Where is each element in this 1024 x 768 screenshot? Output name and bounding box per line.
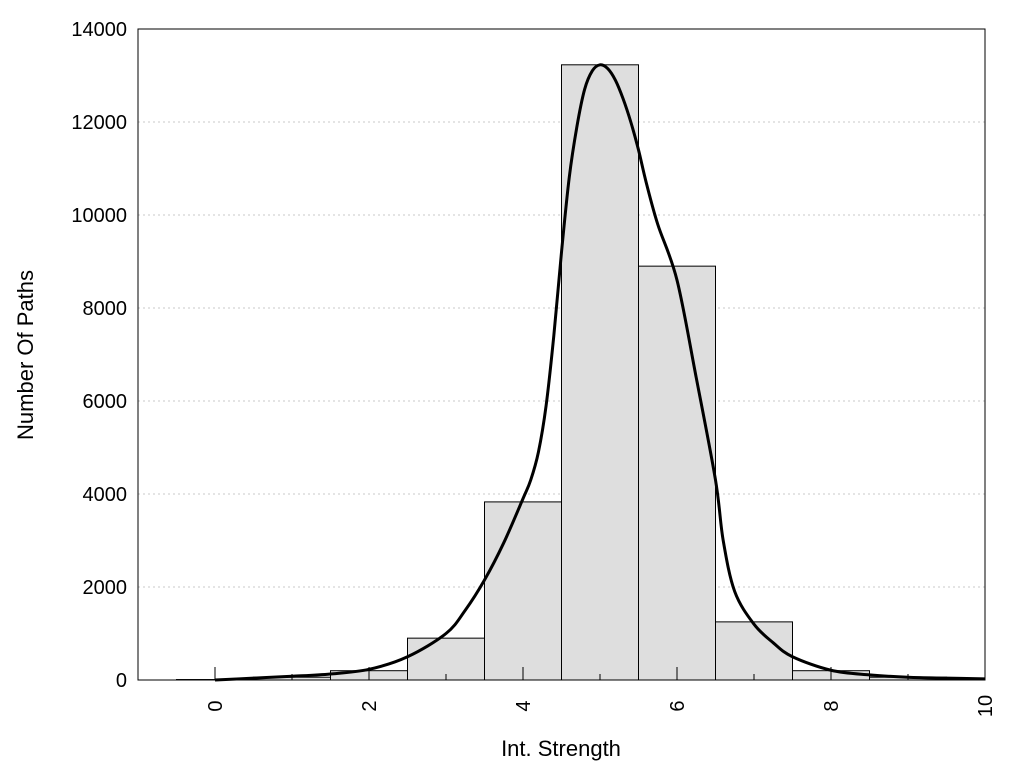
x-tick-label: 0 bbox=[205, 700, 227, 711]
y-tick-label: 12000 bbox=[71, 112, 127, 134]
y-tick-label: 0 bbox=[116, 670, 127, 692]
y-axis-label: Number Of Paths bbox=[13, 270, 38, 440]
grid-lines bbox=[138, 121, 985, 588]
y-tick-label: 4000 bbox=[83, 484, 128, 506]
density-curve bbox=[214, 63, 986, 682]
x-tick-label: 2 bbox=[359, 700, 381, 711]
plot-frame bbox=[137, 28, 986, 681]
y-tick-label: 2000 bbox=[83, 577, 128, 599]
x-tick-label: 6 bbox=[667, 700, 689, 711]
x-tick-label: 4 bbox=[513, 700, 535, 711]
y-tick-label: 14000 bbox=[71, 19, 127, 41]
y-tick-label: 8000 bbox=[83, 298, 128, 320]
x-tick-label: 10 bbox=[975, 695, 997, 717]
y-axis-ticks: 0 2000 4000 6000 8000 10000 12000 14000 bbox=[71, 19, 127, 692]
histogram-bars bbox=[176, 64, 986, 681]
x-axis-ticks: 0 2 4 6 8 10 bbox=[205, 667, 997, 717]
x-tick-label: 8 bbox=[821, 700, 843, 711]
histogram-bar bbox=[638, 265, 716, 681]
y-tick-label: 6000 bbox=[83, 391, 128, 413]
x-axis-label: Int. Strength bbox=[501, 736, 621, 761]
histogram-bar bbox=[484, 501, 562, 681]
y-tick-label: 10000 bbox=[71, 205, 127, 227]
histogram-bar bbox=[407, 637, 485, 681]
